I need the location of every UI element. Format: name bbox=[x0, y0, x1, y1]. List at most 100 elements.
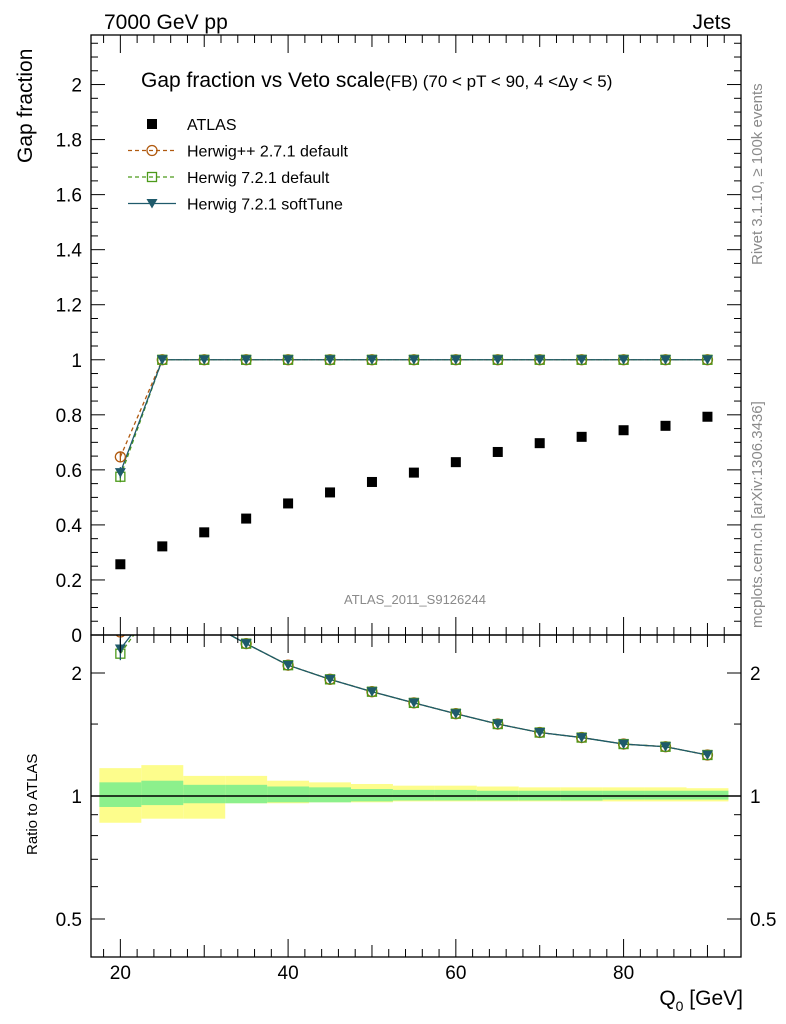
legend-marker-1 bbox=[146, 144, 158, 157]
main-y-tick-label: 0.6 bbox=[56, 461, 82, 482]
atlas-data-point bbox=[325, 487, 336, 498]
ratio-inner-band-bin bbox=[686, 790, 729, 800]
legend-marker-0 bbox=[147, 119, 157, 129]
atlas-data-point bbox=[618, 425, 629, 436]
mc-point-3 bbox=[576, 355, 588, 365]
plot-title: Gap fraction vs Veto scale(FB) (70 < pT … bbox=[141, 69, 612, 92]
ratio-point-2 bbox=[240, 639, 252, 649]
rivet-side-label: Rivet 3.1.10, ≥ 100k events bbox=[749, 83, 766, 265]
main-y-tick-label: 1 bbox=[71, 351, 82, 372]
atlas-data-point bbox=[115, 559, 126, 570]
ratio-inner-band-bin bbox=[183, 784, 226, 804]
mc-point-1 bbox=[114, 451, 127, 463]
ratio-uncertainty-bands bbox=[91, 765, 741, 823]
atlas-data-point bbox=[702, 411, 713, 422]
ratio-point-2 bbox=[701, 750, 713, 760]
main-y-tick-label: 1.2 bbox=[56, 296, 82, 317]
main-line-2 bbox=[119, 359, 708, 477]
ratio-point-2 bbox=[534, 728, 546, 738]
ratio-y-tick-label-right: 0.5 bbox=[750, 910, 776, 931]
x-tick-label: 20 bbox=[110, 963, 131, 984]
legend-label-3: Herwig 7.2.1 softTune bbox=[187, 197, 343, 214]
x-axis-title-subscript: 0 bbox=[676, 998, 684, 1014]
atlas-data-point bbox=[157, 541, 168, 552]
axes-group: 0 0.2 0.4 0.6 0.8 1 1.2 1.4 1.6 1.8 2 20 40 60 80 0.5 0.… bbox=[56, 34, 776, 984]
mc-point-3 bbox=[324, 355, 336, 365]
main-y-tick-label: 1.4 bbox=[56, 241, 83, 262]
atlas-data-point bbox=[366, 476, 377, 487]
atlas-data-point bbox=[241, 513, 252, 524]
atlas-data-point bbox=[283, 498, 294, 509]
mc-point-3 bbox=[534, 355, 546, 365]
ratio-inner-band-bin bbox=[141, 780, 184, 806]
ratio-inner-band-bin bbox=[644, 790, 687, 800]
ratio-point-2 bbox=[576, 733, 588, 743]
mc-point-3 bbox=[450, 355, 462, 365]
ratio-inner-band-bin bbox=[351, 789, 393, 802]
atlas-data-point bbox=[408, 467, 419, 478]
main-y-tick-label: 0 bbox=[71, 626, 82, 647]
ratio-y-axis-title: Ratio to ATLAS bbox=[24, 754, 41, 855]
plot-title-suffix: (FB) (70 < pT < 90, 4 <Δy < 5) bbox=[385, 72, 612, 91]
mc-point-3 bbox=[408, 355, 420, 365]
header-energy-label: 7000 GeV pp bbox=[104, 11, 228, 34]
ratio-line-2 bbox=[119, 635, 708, 756]
ratio-y-tick-label: 1 bbox=[71, 787, 82, 808]
mc-point-3 bbox=[618, 355, 630, 365]
main-y-tick-label: 1.8 bbox=[56, 131, 82, 152]
atlas-data-point bbox=[576, 431, 587, 442]
ratio-y-tick-label-right: 2 bbox=[750, 664, 761, 685]
legend-label-0: ATLAS bbox=[187, 117, 237, 134]
atlas-data-point bbox=[492, 446, 503, 457]
ratio-point-2 bbox=[450, 709, 462, 719]
legend-marker-3 bbox=[146, 199, 158, 209]
mc-point-3 bbox=[156, 355, 168, 365]
ratio-point-2 bbox=[324, 674, 336, 685]
legend-label-1: Herwig++ 2.7.1 default bbox=[187, 144, 349, 161]
legend-label-2: Herwig 7.2.1 default bbox=[187, 170, 330, 187]
ratio-inner-band-bin bbox=[267, 786, 310, 803]
main-y-tick-label: 1.6 bbox=[56, 186, 82, 207]
main-line-3 bbox=[119, 359, 708, 473]
main-series-group bbox=[114, 354, 714, 570]
ratio-inner-band-bin bbox=[99, 782, 142, 807]
ratio-y-tick-label-right: 1 bbox=[750, 787, 761, 808]
main-y-tick-label: 0.2 bbox=[56, 571, 82, 592]
mc-point-3 bbox=[492, 355, 504, 365]
mcplots-side-label: mcplots.cern.ch [arXiv:1306.3436] bbox=[749, 401, 766, 628]
ratio-inner-band-bin bbox=[309, 787, 351, 803]
ratio-line-0 bbox=[228, 635, 708, 756]
mc-point-3 bbox=[114, 468, 126, 478]
mc-point-3 bbox=[240, 355, 252, 365]
atlas-data-point bbox=[534, 438, 545, 449]
x-axis-title-unit: [GeV] bbox=[683, 987, 743, 1010]
ratio-point-2 bbox=[660, 742, 672, 752]
header-jets-label: Jets bbox=[692, 11, 731, 34]
ratio-point-2 bbox=[282, 660, 294, 671]
main-y-tick-label: 0.4 bbox=[56, 516, 83, 537]
x-tick-label: 60 bbox=[445, 963, 466, 984]
mc-point-3 bbox=[282, 355, 294, 365]
ratio-series-group bbox=[114, 635, 714, 761]
ratio-point-2 bbox=[408, 698, 420, 708]
atlas-data-point bbox=[450, 457, 461, 468]
ratio-inner-band-bin bbox=[602, 790, 645, 800]
ratio-inner-band-bin bbox=[392, 789, 435, 801]
ratio-point-2 bbox=[618, 739, 630, 750]
x-axis-title: Q0 [GeV] bbox=[659, 987, 743, 1014]
mc-point-3 bbox=[366, 355, 378, 365]
main-y-tick-label: 0.8 bbox=[56, 406, 82, 427]
ratio-point-2 bbox=[492, 719, 504, 730]
ratio-y-tick-label: 0.5 bbox=[56, 910, 82, 931]
ratio-y-tick-label: 2 bbox=[71, 664, 82, 685]
mc-point-3 bbox=[198, 355, 210, 365]
mc-point-3 bbox=[660, 355, 672, 365]
atlas-data-point bbox=[660, 420, 671, 431]
ratio-line-1 bbox=[119, 635, 708, 756]
analysis-label: ATLAS_2011_S9126244 bbox=[344, 592, 486, 607]
legend: ATLAS Herwig++ 2.7.1 default Herwig 7.2.1 … bbox=[128, 117, 349, 214]
ratio-inner-band-bin bbox=[434, 789, 477, 801]
main-y-tick-label: 2 bbox=[71, 76, 82, 97]
ratio-inner-band-bin bbox=[225, 784, 268, 804]
